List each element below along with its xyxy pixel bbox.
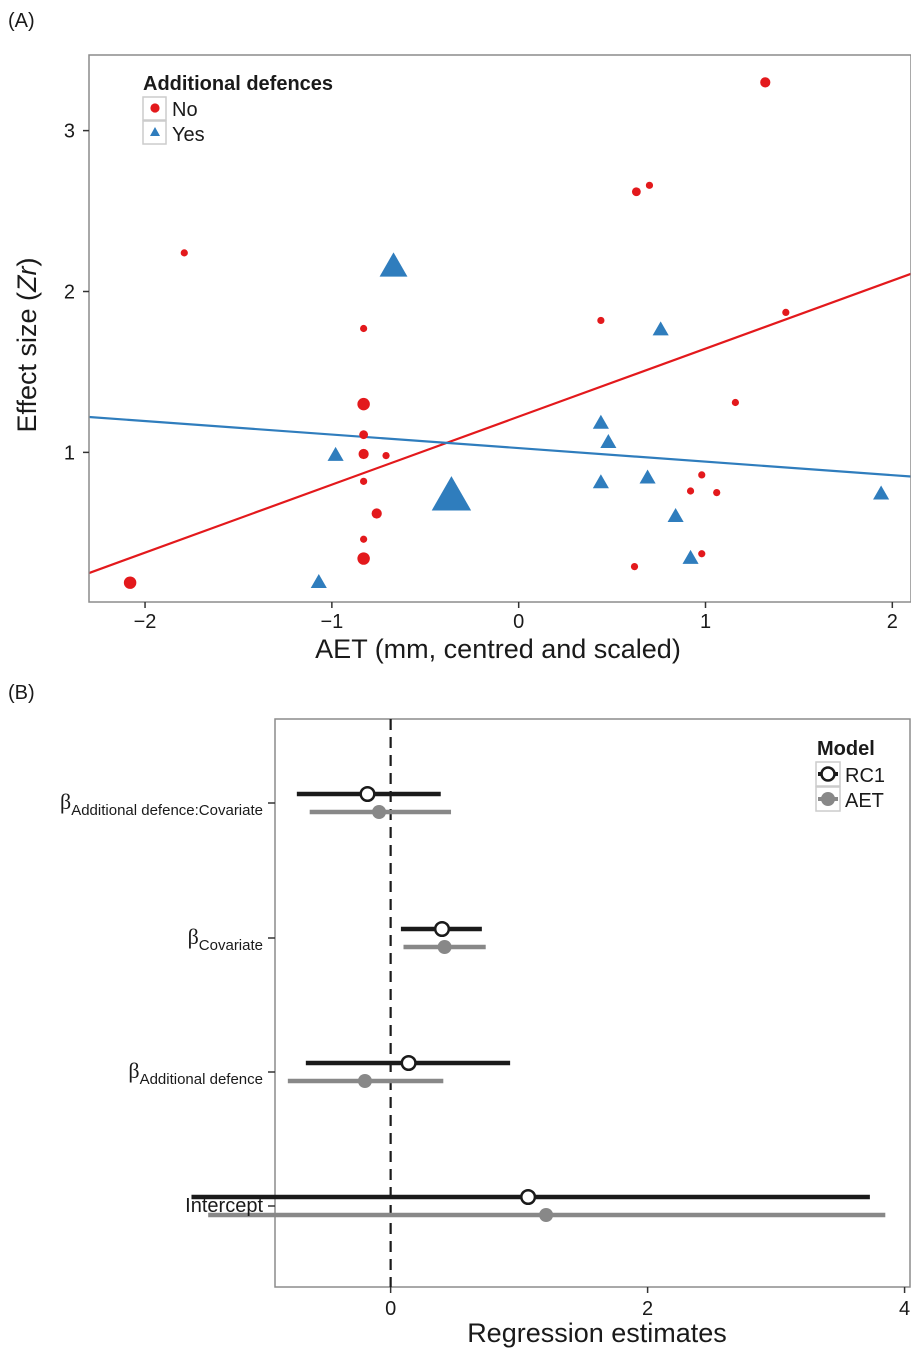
panel-b-row-label: Intercept	[185, 1195, 263, 1217]
data-point-no	[597, 316, 605, 325]
legend-key-no-circle	[150, 103, 160, 113]
legend-label-aet: AET	[845, 790, 884, 812]
data-point-no	[360, 477, 368, 485]
panel-b-x-tick-label: 4	[899, 1298, 910, 1320]
data-point-yes	[682, 549, 699, 564]
estimate-point-rc1	[400, 1054, 417, 1072]
data-point-no	[630, 563, 639, 571]
legend-key-yes-triangle	[150, 127, 160, 136]
data-point-yes	[379, 252, 408, 277]
data-point-yes	[873, 485, 890, 500]
panel-b-x-axis-title: Regression estimates	[467, 1318, 727, 1348]
data-point-no	[698, 471, 706, 479]
estimate-point-rc1	[433, 920, 451, 938]
estimate-point-aet	[372, 805, 387, 819]
fit-line-yes	[89, 415, 911, 478]
panel-a-y-tick-label: 3	[64, 121, 75, 143]
panel-a-x-tick-label: 1	[700, 611, 711, 633]
estimate-point-aet	[437, 940, 452, 954]
panel-a-x-tick-label: −1	[320, 611, 343, 633]
data-point-no	[359, 430, 369, 440]
panel-b: (B) Model RC1 AET Regression estimates β…	[8, 682, 911, 1348]
data-point-no	[123, 576, 137, 589]
data-point-yes	[600, 434, 617, 449]
legend-key-rc1-point	[820, 766, 836, 782]
estimate-point-rc1	[520, 1188, 537, 1206]
data-point-no	[357, 397, 370, 411]
legend-label-yes: Yes	[172, 124, 205, 146]
data-point-no	[631, 187, 641, 197]
data-point-no	[713, 489, 721, 497]
estimate-point-aet	[357, 1074, 372, 1088]
data-point-yes	[652, 321, 669, 336]
data-point-no	[180, 249, 188, 257]
panel-a-label: (A)	[8, 10, 35, 32]
panel-b-row-label: βAdditional defence	[128, 1058, 263, 1088]
data-point-no	[760, 77, 771, 88]
panel-a-frame	[88, 54, 911, 603]
legend-label-rc1: RC1	[845, 765, 885, 787]
data-point-no	[698, 550, 706, 558]
panel-b-legend-title: Model	[817, 738, 875, 760]
panel-b-row-label: βAdditional defence:Covariate	[60, 789, 263, 819]
data-point-yes	[592, 414, 609, 429]
data-point-yes	[431, 476, 472, 511]
panel-a-y-tick-label: 1	[64, 442, 75, 464]
data-point-no	[382, 451, 390, 460]
data-point-yes	[327, 446, 344, 461]
panel-a-x-tick-label: −2	[134, 611, 157, 633]
legend-key-aet-point	[821, 792, 835, 806]
data-point-no	[360, 535, 368, 543]
panel-b-frame	[274, 718, 911, 1288]
data-point-no	[731, 398, 739, 407]
panel-a-x-axis-title: AET (mm, centred and scaled)	[315, 634, 681, 664]
data-point-no	[360, 324, 368, 333]
data-point-no	[645, 181, 654, 189]
panel-b-row-label: βCovariate	[188, 924, 263, 954]
data-point-no	[357, 552, 370, 565]
panel-b-x-tick-label: 0	[385, 1298, 396, 1320]
data-point-no	[686, 487, 695, 495]
panel-b-x-tick-label: 2	[642, 1298, 653, 1320]
panel-a-legend-title: Additional defences	[143, 73, 333, 95]
data-point-no	[371, 508, 382, 519]
data-point-yes	[592, 474, 609, 489]
estimate-point-rc1	[359, 785, 376, 803]
panel-a-plot-area	[89, 77, 911, 589]
panel-a-y-axis-title: Effect size (Zr)	[12, 257, 42, 432]
legend-label-no: No	[172, 99, 198, 121]
data-point-yes	[667, 508, 684, 523]
data-point-yes	[639, 469, 656, 484]
panel-b-legend: Model RC1 AET	[815, 738, 885, 812]
data-point-no	[782, 308, 790, 317]
panel-a-x-tick-label: 2	[887, 611, 898, 633]
data-point-no	[358, 448, 369, 460]
panel-b-label: (B)	[8, 682, 35, 704]
panel-a: (A) Additional defences No Yes AET (mm, …	[8, 10, 911, 664]
panel-a-legend: Additional defences No Yes	[142, 73, 333, 146]
panel-a-x-tick-label: 0	[513, 611, 524, 633]
data-point-yes	[310, 574, 327, 589]
panel-a-y-tick-label: 2	[64, 281, 75, 303]
estimate-point-aet	[539, 1208, 554, 1222]
fit-line-no	[89, 272, 911, 575]
